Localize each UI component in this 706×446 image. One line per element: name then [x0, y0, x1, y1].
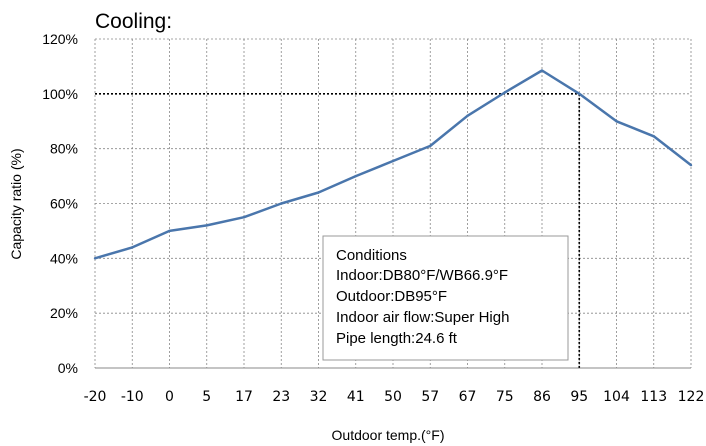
y-tick-labels: 0% 20% 40% 60% 80% 100% 120% — [42, 31, 78, 376]
data-point — [540, 69, 544, 72]
conditions-header: Conditions — [336, 247, 407, 264]
x-tick-label: 23 — [272, 389, 290, 405]
x-tick-label: -20 — [84, 389, 107, 405]
x-tick-label: 32 — [310, 389, 328, 405]
x-tick-label: 41 — [347, 389, 365, 405]
data-point — [689, 163, 693, 167]
x-tick-label: 75 — [496, 389, 514, 405]
data-point — [93, 257, 97, 260]
x-tick-label: 0 — [165, 389, 174, 405]
conditions-frame — [322, 235, 569, 361]
data-point — [280, 202, 283, 205]
conditions-line: Indoor air flow:Super High — [336, 309, 509, 326]
x-tick-label: 5 — [202, 389, 211, 405]
x-tick-label: 113 — [640, 389, 667, 405]
x-tick-label: 50 — [384, 389, 402, 405]
data-point — [317, 191, 320, 194]
y-tick-label: 120% — [42, 31, 78, 47]
data-point — [354, 174, 357, 178]
y-tick-label: 40% — [50, 250, 78, 266]
data-point — [205, 224, 208, 227]
x-tick-label: 86 — [533, 389, 551, 405]
data-point — [652, 135, 655, 138]
x-tick-label: -10 — [121, 389, 144, 405]
data-point — [131, 246, 134, 249]
x-tick-label: 67 — [459, 389, 477, 405]
data-point — [466, 114, 469, 117]
y-tick-label: 80% — [50, 141, 78, 157]
conditions-line: Pipe length:24.6 ft — [336, 330, 458, 347]
data-point — [168, 229, 171, 233]
y-tick-label: 20% — [50, 305, 78, 321]
conditions-line: Indoor:DB80°F/WB66.9°F — [336, 267, 508, 284]
data-point — [578, 92, 581, 96]
y-tick-label: 0% — [58, 360, 78, 376]
conditions-line: Outdoor:DB95°F — [336, 288, 447, 305]
data-point — [615, 120, 618, 123]
reference-line — [95, 93, 581, 368]
data-point — [429, 144, 432, 148]
data-point — [391, 159, 395, 163]
x-tick-label: 95 — [570, 389, 588, 405]
conditions-box: Conditions Indoor:DB80°F/WB66.9°F Outdoo… — [322, 235, 569, 361]
data-point — [242, 216, 246, 219]
y-tick-label: 60% — [50, 196, 78, 212]
x-tick-label: 57 — [421, 389, 439, 405]
x-tick-labels: -20 -10 0 5 17 23 32 41 50 57 67 75 86 95 104 113 122 — [84, 389, 705, 405]
y-tick-label: 100% — [42, 86, 78, 102]
x-tick-label: 122 — [678, 389, 705, 405]
y-axis-label: Capacity ratio (%) — [8, 148, 24, 259]
x-tick-label: 104 — [603, 389, 630, 405]
x-axis-label: Outdoor temp.(°F) — [332, 427, 445, 443]
data-points — [93, 69, 693, 260]
x-tick-label: 17 — [235, 389, 253, 405]
chart-title: Cooling: — [95, 10, 172, 33]
data-point — [503, 91, 506, 94]
